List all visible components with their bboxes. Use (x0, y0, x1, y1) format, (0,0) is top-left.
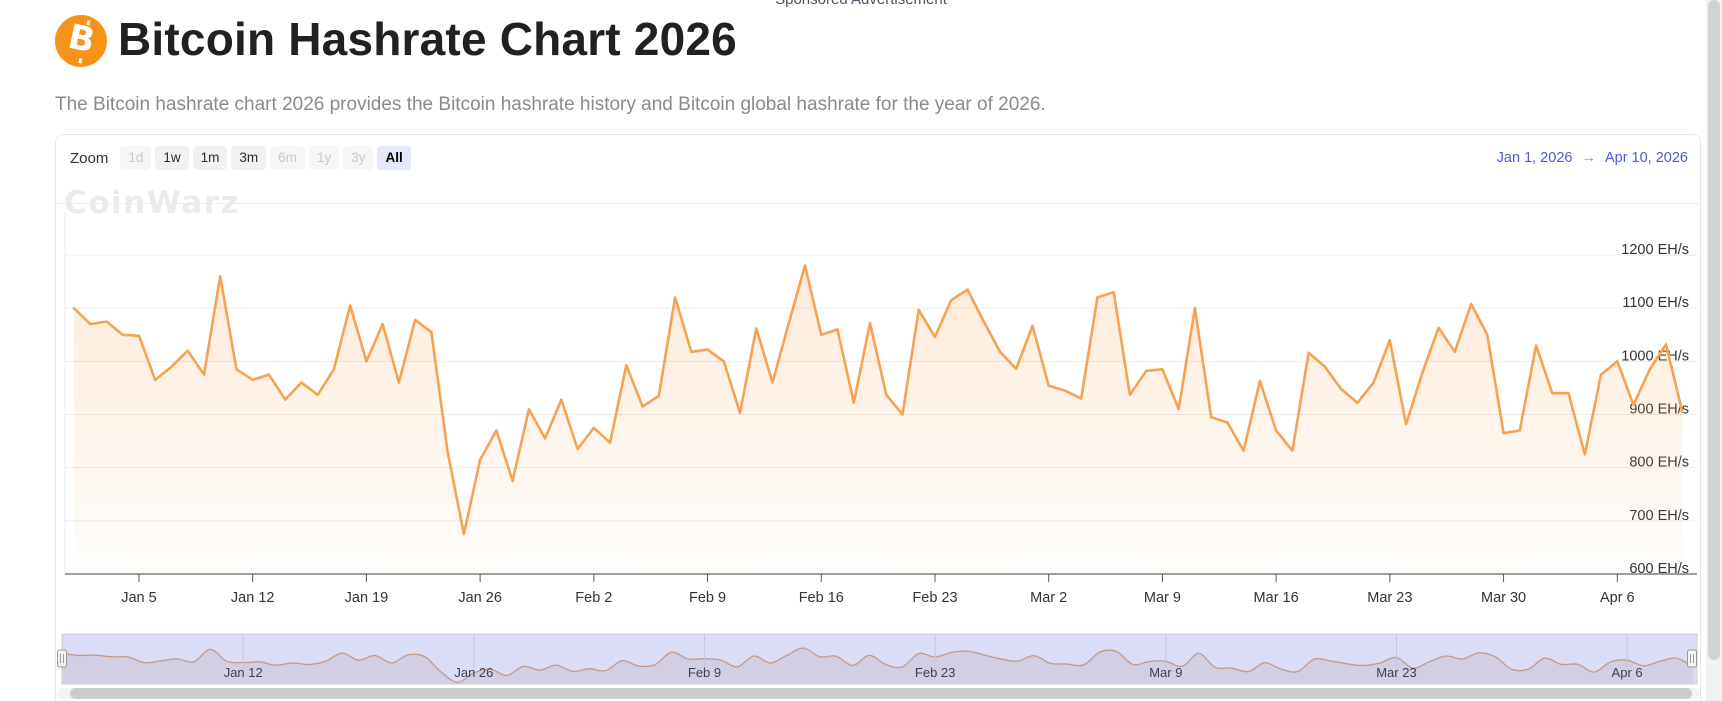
navigator-area (62, 647, 1693, 684)
zoom-button-all[interactable]: All (377, 146, 411, 170)
sponsored-advertisement-label: Sponsored Advertisement (0, 0, 1722, 8)
browser-scrollbar-track[interactable] (1706, 0, 1722, 701)
x-axis-label: Feb 2 (575, 590, 612, 606)
x-axis-label: Apr 6 (1600, 590, 1635, 606)
x-axis-label: Feb 23 (912, 590, 957, 606)
zoom-button-3y: 3y (343, 146, 374, 170)
hashrate-area (74, 265, 1683, 574)
zoom-button-1w[interactable]: 1w (155, 146, 189, 170)
bitcoin-icon: B (55, 15, 107, 67)
zoom-button-group: 1d 1w 1m 3m 6m 1y 3y All (116, 146, 411, 170)
y-axis-label: 1000 EH/s (1621, 348, 1689, 364)
x-axis-label: Jan 19 (345, 590, 389, 606)
browser-scrollbar-thumb[interactable] (1708, 0, 1720, 660)
y-axis-label: 1200 EH/s (1621, 242, 1689, 258)
x-axis-label: Feb 16 (799, 590, 844, 606)
navigator-tick-label: Mar 9 (1149, 665, 1182, 680)
x-axis-label: Mar 16 (1254, 590, 1299, 606)
y-axis-label: 1100 EH/s (1622, 295, 1689, 311)
navigator-tick-label: Feb 9 (688, 665, 721, 680)
x-axis-label: Mar 2 (1030, 590, 1067, 606)
zoom-button-1m[interactable]: 1m (192, 146, 228, 170)
x-axis-label: Feb 9 (689, 590, 726, 606)
x-axis-label: Mar 9 (1144, 590, 1181, 606)
range-arrow-icon: → (1581, 150, 1596, 166)
x-axis-label: Mar 30 (1481, 590, 1526, 606)
chart-toolbar: Zoom 1d 1w 1m 3m 6m 1y 3y All Jan 1, 2026 → Apr… (66, 146, 1688, 170)
zoom-button-3m[interactable]: 3m (231, 146, 267, 170)
page-title: Bitcoin Hashrate Chart 2026 (118, 13, 737, 65)
zoom-label: Zoom (70, 149, 109, 167)
navigator-tick-label: Jan 26 (454, 665, 493, 680)
navigator-tick-label: Jan 12 (224, 665, 263, 680)
zoom-button-6m: 6m (270, 146, 305, 170)
x-axis-label: Jan 26 (458, 590, 502, 606)
x-axis-label: Mar 23 (1367, 590, 1412, 606)
range-from-value[interactable]: Jan 1, 2026 (1496, 150, 1573, 166)
navigator-tick-label: Mar 23 (1376, 665, 1416, 680)
navigator-series-line (61, 647, 1694, 683)
page-subtitle: The Bitcoin hashrate chart 2026 provides… (55, 94, 1046, 115)
navigator-tick-label: Apr 6 (1612, 665, 1643, 680)
range-to-value[interactable]: Apr 10, 2026 (1604, 150, 1688, 166)
coinwarz-watermark: CoinWarz (64, 185, 241, 221)
toolbar-divider (56, 203, 1700, 204)
date-range: Jan 1, 2026 → Apr 10, 2026 (1497, 150, 1688, 166)
hashrate-line[interactable] (72, 264, 1684, 536)
zoom-button-1y: 1y (308, 146, 340, 170)
navigator-tick-label: Feb 23 (915, 665, 955, 680)
zoom-button-1d: 1d (120, 146, 152, 170)
x-axis-label: Jan 5 (121, 590, 156, 606)
x-axis-label: Jan 12 (231, 590, 275, 606)
navigator-handle-left[interactable] (57, 649, 67, 668)
navigator-handle-right[interactable] (1687, 649, 1697, 668)
chart-scrollbar-thumb[interactable] (70, 688, 1692, 699)
